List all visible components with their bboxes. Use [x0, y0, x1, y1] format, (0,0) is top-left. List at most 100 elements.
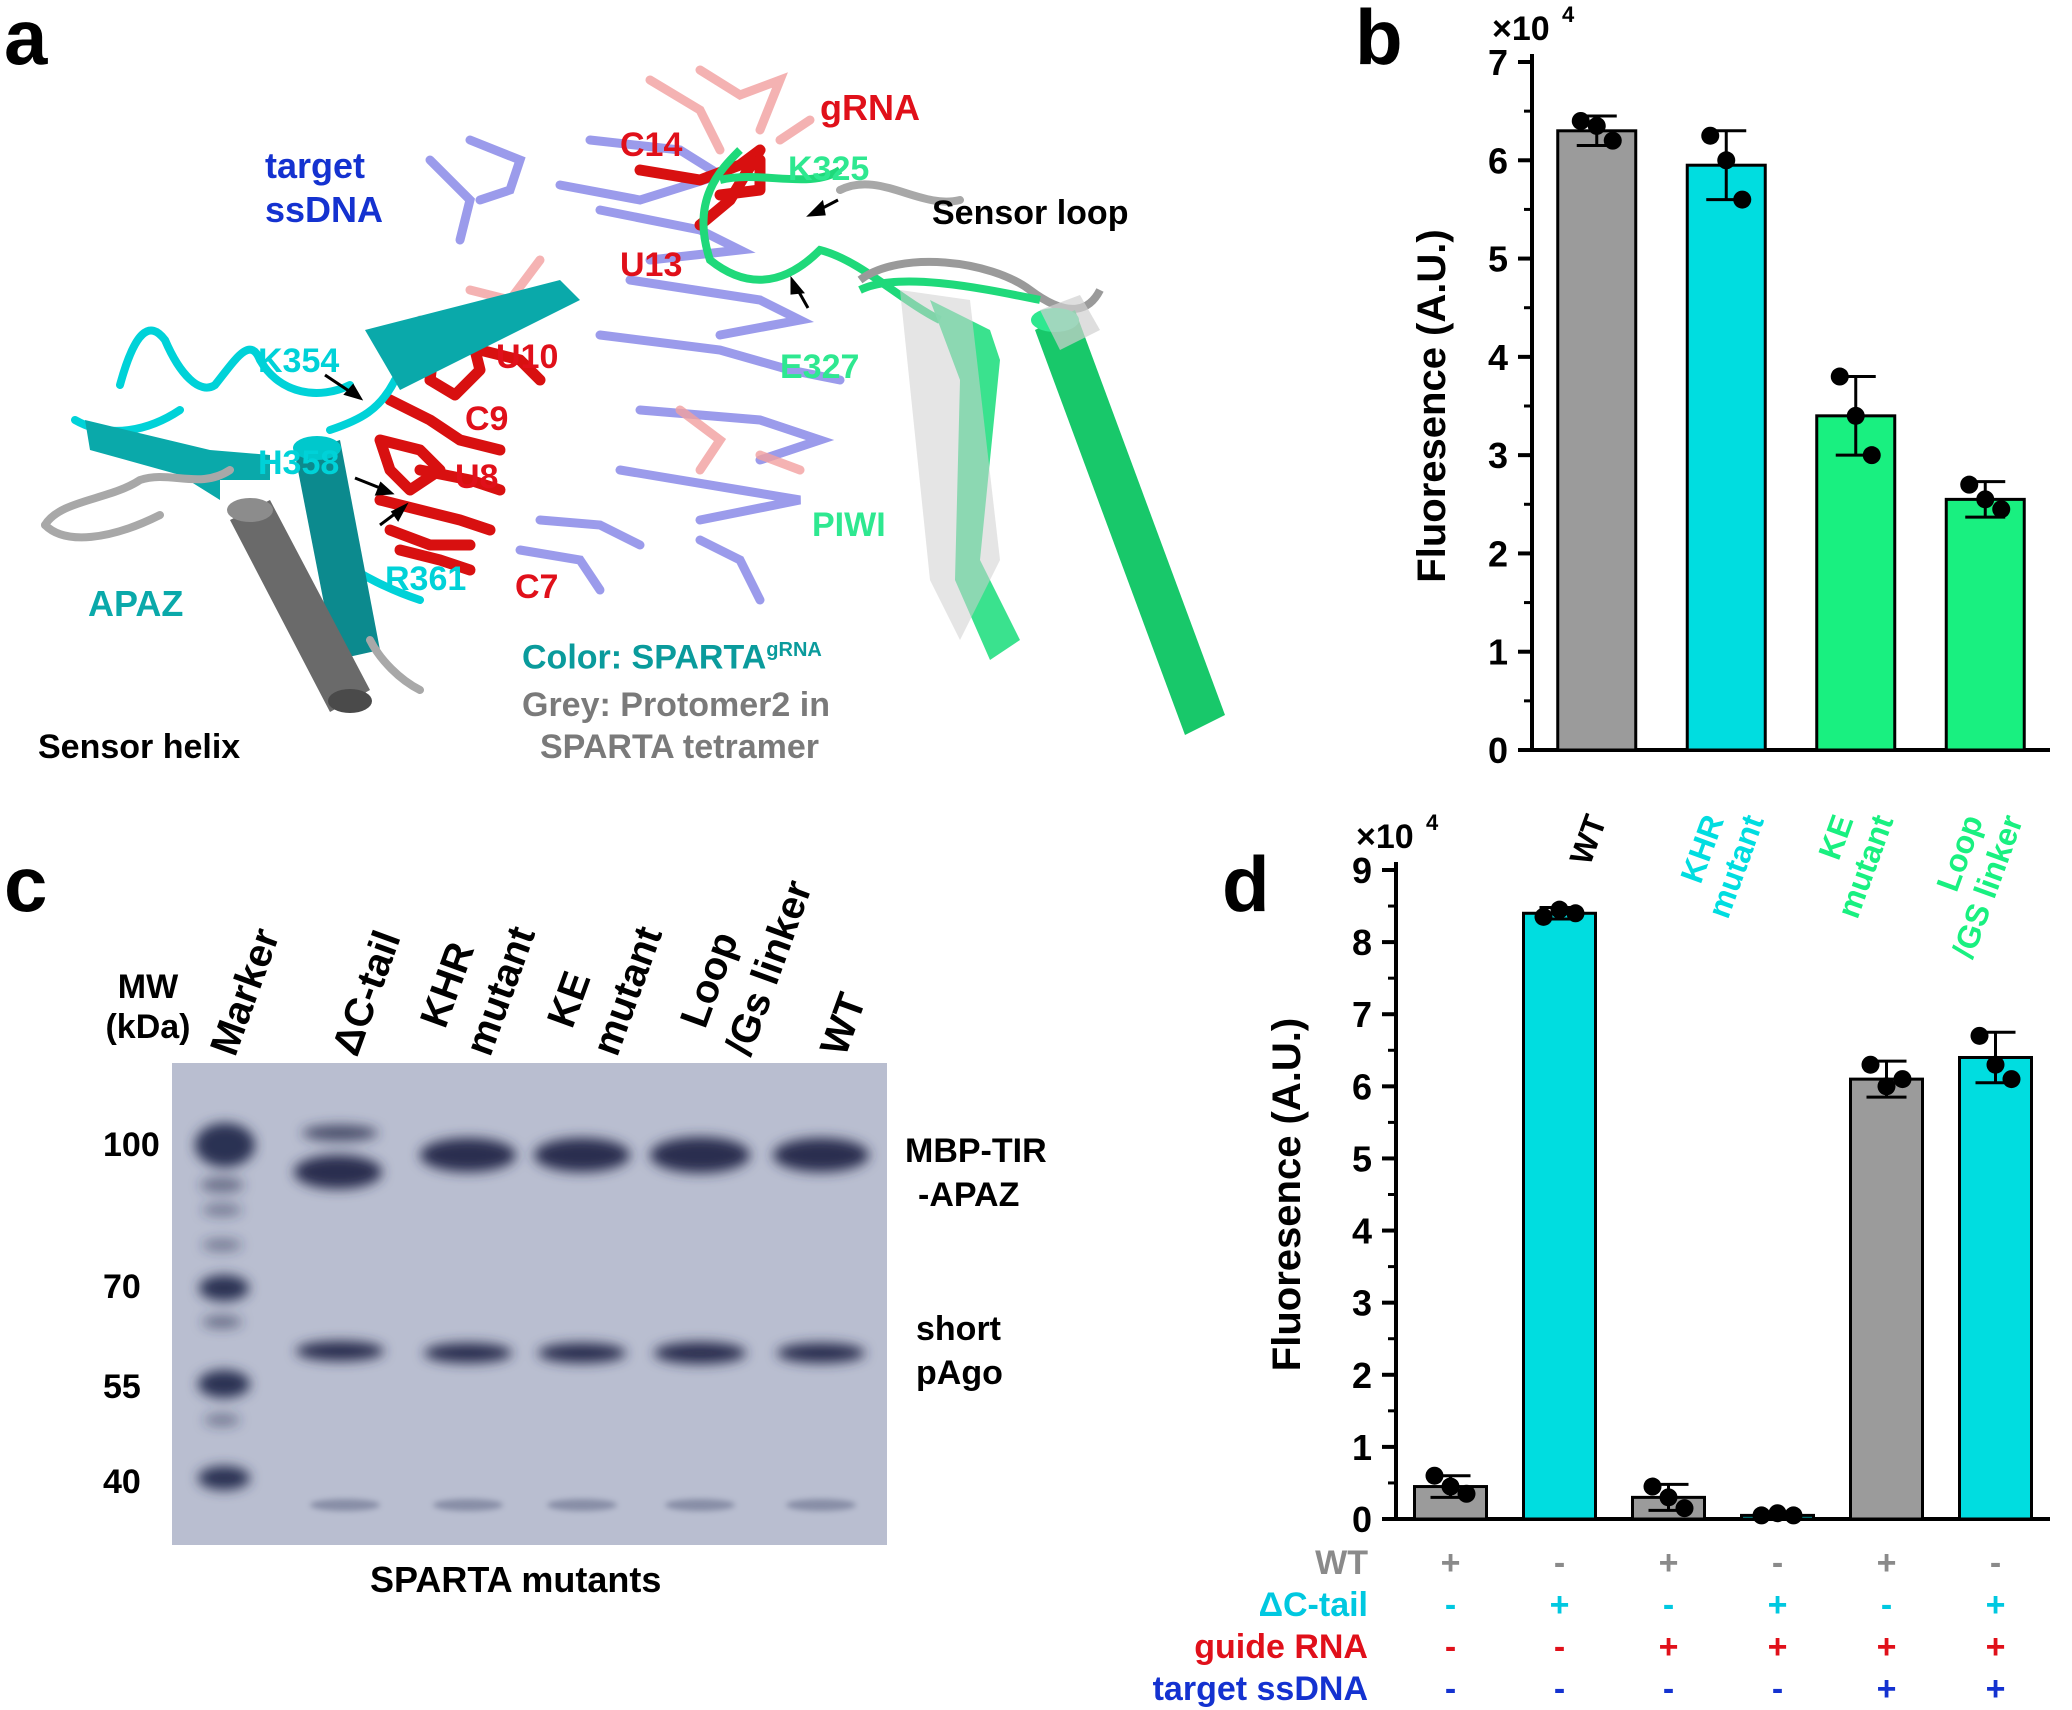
data-point: [1733, 190, 1752, 209]
y-multiplier-exponent: 4: [1426, 810, 1439, 835]
y-tick-label: 6: [1488, 140, 1508, 181]
band-label-mbp-1: MBP-TIR: [905, 1132, 1047, 1170]
condition-sign: +: [1550, 1586, 1570, 1624]
data-point: [1784, 1506, 1803, 1525]
y-tick-label: 6: [1352, 1066, 1372, 1107]
condition-sign: -: [1554, 1628, 1565, 1666]
data-point: [1701, 126, 1720, 145]
lane-label-wt: WT: [812, 988, 875, 1061]
label-grna: gRNA: [820, 87, 920, 128]
label-c7: C7: [515, 568, 559, 606]
label-h358: H358: [258, 444, 340, 482]
condition-sign: -: [1663, 1670, 1674, 1708]
y-tick-label: 8: [1352, 922, 1372, 963]
marker-lane: [195, 1123, 255, 1490]
sensor-helix-grey: [227, 498, 372, 713]
y-tick-label: 7: [1352, 994, 1372, 1035]
condition-sign: +: [1441, 1544, 1461, 1582]
mw-label: MW (kDa): [93, 970, 203, 1044]
condition-label: target ssDNA: [1153, 1670, 1368, 1708]
label-e327: E327: [780, 348, 860, 386]
data-point: [1550, 900, 1569, 919]
label-target: target: [265, 145, 366, 186]
label-sensor-helix: Sensor helix: [38, 728, 241, 766]
bar: [1944, 497, 2026, 752]
gel-xlabel: SPARTA mutants: [370, 1559, 662, 1600]
y-tick-label: 2: [1352, 1355, 1372, 1396]
label-k354: K354: [258, 342, 340, 380]
panel-label-c: c: [4, 840, 48, 928]
bar: [1958, 1055, 2033, 1521]
lane-label-ke-1: KE: [539, 966, 599, 1033]
legend-grey-1: Grey: Protomer2 in: [522, 686, 830, 724]
condition-sign: -: [1445, 1628, 1456, 1666]
data-point: [1675, 1499, 1694, 1518]
band-label-mbp-2: -APAZ: [918, 1176, 1020, 1214]
data-point: [1893, 1070, 1912, 1089]
band-label-pago-1: short: [916, 1310, 1001, 1348]
label-piwi: PIWI: [812, 506, 886, 544]
y-axis-label: Fluoresence (A.U.): [1410, 229, 1454, 582]
label-c9: C9: [465, 400, 509, 438]
y-tick-label: 5: [1352, 1138, 1372, 1179]
y-tick-label: 1: [1488, 632, 1508, 673]
condition-sign: -: [1772, 1670, 1783, 1708]
legend-color-sup: gRNA: [766, 639, 822, 661]
y-tick-label: 4: [1488, 337, 1508, 378]
data-point: [1992, 500, 2011, 519]
bar: [1522, 911, 1597, 1521]
panel-label-a: a: [4, 0, 48, 81]
label-u13: U13: [620, 246, 683, 284]
faint-bottom-bands: [310, 1499, 856, 1511]
data-point: [1970, 1026, 1989, 1045]
panel-label-d: d: [1222, 840, 1270, 928]
data-point: [1846, 406, 1865, 425]
label-apaz: APAZ: [88, 583, 184, 624]
y-tick-label: 9: [1352, 850, 1372, 891]
data-point: [1659, 1488, 1678, 1507]
mw-marker-40: 40: [103, 1463, 141, 1501]
condition-sign: +: [1986, 1586, 2006, 1624]
y-multiplier: ×10: [1356, 818, 1414, 856]
condition-sign: +: [1877, 1628, 1897, 1666]
gel-background: [172, 1063, 887, 1545]
condition-label: ΔC-tail: [1259, 1586, 1368, 1624]
data-point: [1877, 1077, 1896, 1096]
condition-sign: -: [1881, 1586, 1892, 1624]
sensor-helix-cyan: [293, 436, 380, 660]
label-c14: C14: [620, 126, 683, 164]
condition-sign: -: [1554, 1544, 1565, 1582]
bar: [1849, 1077, 1924, 1521]
data-point: [1603, 131, 1622, 150]
data-point: [1571, 111, 1590, 130]
data-point: [1986, 1055, 2005, 1074]
condition-sign: -: [1554, 1670, 1565, 1708]
apaz-sheet-2: [365, 280, 580, 390]
condition-sign: +: [1877, 1670, 1897, 1708]
lane-label-ke-2: mutant: [584, 921, 671, 1061]
data-point: [1768, 1504, 1787, 1523]
bar: [1685, 163, 1767, 752]
bar: [1556, 129, 1638, 752]
data-point: [1534, 907, 1553, 926]
condition-sign: +: [1986, 1628, 2006, 1666]
sample-bands: [294, 1125, 869, 1364]
y-tick-label: 2: [1488, 533, 1508, 574]
residue-arrows: [324, 198, 839, 527]
condition-sign: +: [1877, 1544, 1897, 1582]
y-tick-label: 1: [1352, 1427, 1372, 1468]
lane-label-marker: Marker: [202, 923, 288, 1061]
data-point: [1976, 490, 1995, 509]
data-point: [1862, 446, 1881, 465]
label-u10: U10: [496, 338, 559, 376]
mw-marker-70: 70: [103, 1268, 141, 1306]
data-point: [1960, 475, 1979, 494]
condition-sign: +: [1768, 1628, 1788, 1666]
data-point: [1861, 1055, 1880, 1074]
band-label-pago-2: pAgo: [916, 1354, 1003, 1392]
panel-label-b: b: [1355, 0, 1403, 81]
piwi-domain: [699, 147, 1225, 735]
condition-sign: -: [1445, 1670, 1456, 1708]
data-point: [1441, 1477, 1460, 1496]
